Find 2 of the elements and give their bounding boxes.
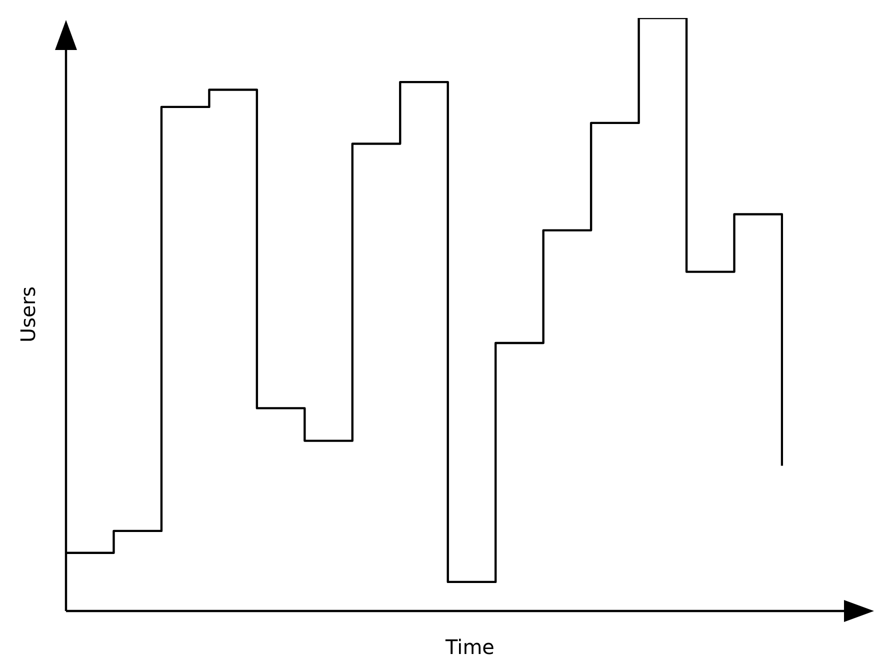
x-axis-title: Time xyxy=(444,635,494,660)
y-axis-title: Users xyxy=(16,286,40,343)
